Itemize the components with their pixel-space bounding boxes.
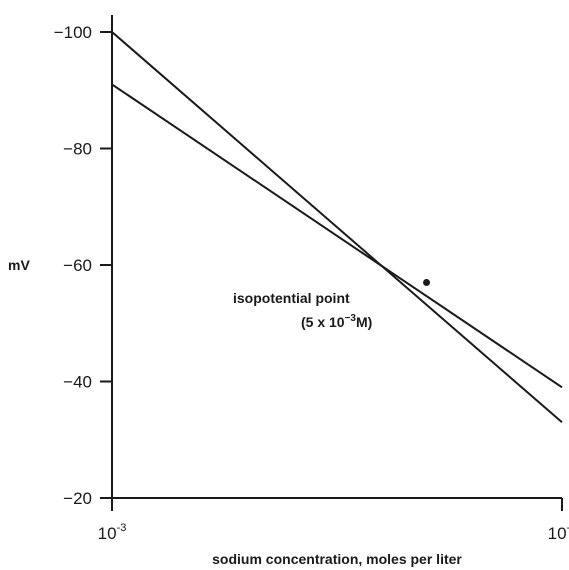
y-tick-label: −20: [63, 489, 92, 508]
y-tick-label: −80: [63, 140, 92, 159]
series-line-1: [111, 31, 563, 424]
annotation-line2: (5 x 10−3M): [301, 313, 372, 330]
series-lines: [111, 31, 563, 424]
annotation-prefix: (5 x 10: [301, 314, 345, 330]
y-tick-label: −40: [63, 373, 92, 392]
x-ticks: 10-3 10-2: [98, 498, 569, 543]
y-tick-label: −60: [63, 256, 92, 275]
annotation-line1: isopotential point: [233, 290, 350, 306]
annotation-suffix: M): [356, 314, 372, 330]
x-tick-label: 10-3: [98, 522, 127, 543]
y-ticks: −100 −80 −60 −40 −20: [54, 23, 112, 508]
x-axis-label: sodium concentration, moles per liter: [212, 551, 462, 567]
series-line-2: [111, 83, 563, 389]
y-tick-label: −100: [54, 23, 92, 42]
x-tick-label: 10-2: [548, 522, 569, 543]
y-axis-label: mV: [8, 257, 30, 273]
isopotential-point-marker: [423, 278, 431, 286]
annotation-exp: −3: [345, 313, 357, 324]
